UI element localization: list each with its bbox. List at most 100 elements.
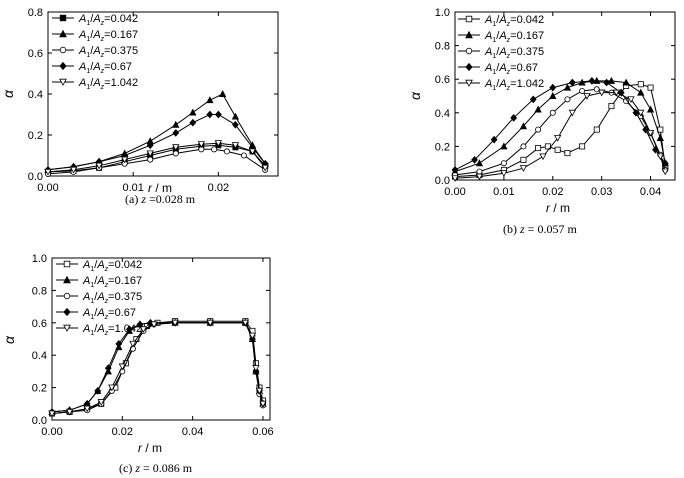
legend-marker	[63, 275, 71, 284]
legend-marker	[63, 292, 71, 300]
data-point	[451, 166, 459, 174]
y-tick-label: 0.0	[32, 415, 47, 427]
data-point	[588, 77, 596, 85]
data-point	[519, 165, 528, 172]
legend-marker	[465, 79, 473, 87]
chart-b-x-axis-label: r / m	[546, 201, 570, 215]
chart-a: 0.00 0.01 0.02 0.0 0.2 0.4 0.6 0.8 r / m α A1/Az=0…	[0, 7, 279, 195]
chart-a-series-4	[44, 110, 269, 174]
legend-label: A1/Az=0.67	[78, 61, 132, 75]
legend-label: A1/Az=1.042	[78, 77, 138, 91]
data-point	[656, 153, 664, 161]
caption-b-var: z	[520, 222, 525, 236]
data-point	[564, 96, 571, 103]
legend-marker	[59, 14, 67, 22]
data-point	[637, 88, 645, 96]
chart-c-series-5	[48, 319, 267, 418]
data-point	[637, 109, 645, 117]
series-line	[51, 322, 264, 413]
data-point	[642, 125, 650, 134]
data-point	[529, 95, 537, 104]
series-line	[454, 88, 666, 176]
data-point	[632, 108, 640, 117]
legend-marker	[59, 78, 67, 86]
chart-b-x-ticks: 0.00 0.01 0.02 0.03 0.04	[444, 12, 661, 198]
chart-c-x-ticks: 0.00 0.02 0.04 0.06	[41, 258, 274, 438]
data-point	[549, 109, 556, 116]
data-point	[579, 143, 586, 150]
caption-a-value: =0.028 m	[149, 192, 196, 206]
legend-marker	[59, 61, 67, 71]
legend-marker	[465, 62, 473, 72]
data-point	[500, 142, 508, 150]
data-point	[189, 108, 197, 116]
y-tick-label: 1.0	[32, 253, 47, 265]
data-point	[104, 364, 112, 373]
y-tick-label: 0.2	[32, 383, 47, 395]
x-tick-label: 0.00	[444, 186, 465, 198]
data-point	[656, 134, 664, 142]
x-tick-label: 0.02	[112, 426, 133, 438]
chart-a-series-5	[44, 140, 269, 176]
data-point	[240, 152, 247, 159]
series-line	[51, 320, 264, 414]
legend-label: A1/Az=0.042	[484, 14, 544, 28]
data-point	[475, 159, 484, 167]
chart-c-plot-frame	[51, 257, 271, 421]
chart-c: 0.00 0.02 0.04 0.06 0.0 0.2 0.4 0.6 0.8 1.0 r / m α…	[1, 253, 274, 455]
data-point	[475, 173, 484, 181]
data-point	[125, 325, 133, 334]
data-point	[608, 103, 615, 110]
x-tick-label: 0.03	[591, 186, 612, 198]
data-point	[451, 175, 459, 183]
x-axis-unit: / m	[152, 181, 172, 195]
caption-a: (a) z =0.028 m	[125, 192, 195, 207]
data-point	[83, 405, 91, 413]
data-point	[206, 110, 214, 119]
x-axis-unit: / m	[142, 441, 162, 455]
data-point	[206, 96, 214, 104]
data-point	[500, 160, 507, 167]
data-point	[44, 168, 52, 176]
data-point	[206, 319, 214, 327]
chart-a-x-ticks: 0.00 0.01 0.02	[37, 12, 229, 194]
y-tick-label: 0.4	[435, 108, 450, 120]
data-point	[146, 141, 154, 150]
x-tick-label: 0.01	[122, 182, 143, 194]
data-point	[172, 150, 179, 157]
data-point	[214, 110, 222, 119]
data-point	[490, 135, 498, 144]
data-point	[197, 141, 205, 148]
chart-b: 0.00 0.01 0.02 0.03 0.04 0.0 0.2 0.4 0.6 0.8 1.0 r …	[407, 7, 676, 215]
data-point	[261, 164, 269, 172]
chart-b-series-5	[451, 89, 669, 183]
legend-label: A1/Az=0.375	[78, 45, 138, 59]
data-point	[48, 410, 56, 418]
data-point	[255, 387, 264, 395]
data-point	[661, 159, 669, 168]
data-point	[563, 83, 572, 91]
chart-b-plot-frame	[454, 11, 676, 181]
y-tick-label: 0.4	[28, 89, 43, 101]
chart-c-series-4	[48, 318, 267, 416]
legend-label: A1/Az=1.042	[484, 78, 544, 92]
data-point	[627, 96, 635, 104]
y-tick-label: 0.2	[28, 130, 43, 142]
chart-c-series-3	[49, 319, 266, 417]
data-point	[535, 126, 542, 133]
data-point	[593, 86, 600, 93]
legend-label: A1/Az=0.67	[484, 62, 538, 76]
data-point	[147, 156, 154, 163]
y-tick-label: 0.6	[435, 74, 450, 86]
chart-a-y-axis-label: α	[0, 89, 16, 98]
series-line	[454, 80, 666, 171]
data-point	[568, 109, 576, 117]
data-point	[150, 321, 158, 329]
data-point	[549, 92, 557, 99]
data-point	[583, 93, 591, 100]
x-tick-label: 0.01	[493, 186, 514, 198]
chart-a-x-axis-label: r / m	[148, 181, 172, 195]
data-point	[603, 78, 610, 87]
chart-c-legend: A1/Az=0.042 A1/Az=0.167 A1/Az=0.375 A1/Az=0…	[56, 259, 142, 337]
x-axis-var: r	[546, 201, 551, 215]
